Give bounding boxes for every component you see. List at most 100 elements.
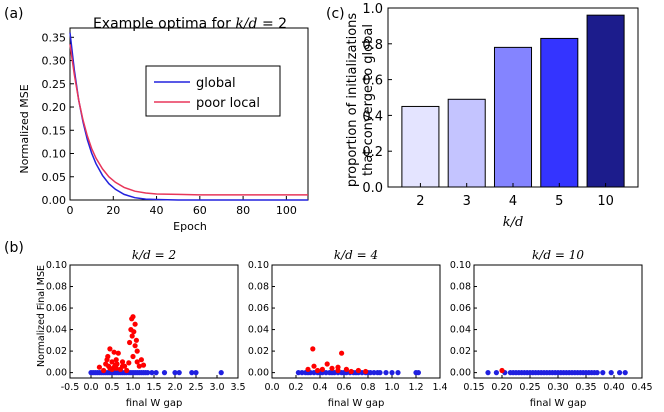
- chart-c-ylabel-line2: that converge to global: [361, 24, 376, 176]
- chart-b2-point: [305, 366, 311, 372]
- chart-b1-point: [161, 370, 168, 376]
- chart-b3-xtick-label: 0.30: [547, 382, 568, 393]
- chart-b1-ylabel: Normalized Final MSE: [36, 265, 47, 367]
- chart-b2-xtick-label: 1.0: [384, 382, 399, 393]
- chart-b3-ytick-label: 0.00: [450, 368, 471, 379]
- chart-b2-point: [323, 370, 329, 376]
- chart-c-xtick-label: 4: [509, 194, 517, 209]
- chart-b1-point: [130, 353, 136, 360]
- chart-b3-frame: [473, 264, 643, 379]
- panel-label-a: (a): [4, 6, 24, 22]
- chart-c-bar-10: [586, 14, 625, 188]
- chart-b2-ytick-label: 0.02: [248, 346, 269, 357]
- chart-a-ytick-label: 0.05: [42, 171, 67, 184]
- chart-b1-xtick-label: 3.5: [230, 382, 245, 393]
- chart-b1-xtick-label: 3.0: [209, 382, 224, 393]
- chart-b1-point: [140, 362, 147, 368]
- chart-b1-point: [138, 357, 144, 363]
- chart-b2-xtick-label: 0.6: [336, 382, 351, 393]
- chart-c-xtick-label: 2: [416, 194, 424, 209]
- chart-b2-title: k/d = 4: [334, 248, 378, 262]
- chart-b3-point: [600, 370, 606, 376]
- chart-c-xlabel: k/d: [503, 215, 524, 230]
- chart-b1-point: [130, 314, 136, 320]
- chart-b3-ytick-label: 0.04: [450, 325, 471, 336]
- chart-b1-point: [107, 365, 113, 371]
- chart-c-ytick-label: 0.8: [362, 38, 383, 53]
- chart-b1-point: [132, 343, 138, 349]
- chart-c-ytick-label: 0.2: [362, 145, 383, 160]
- chart-b1-point: [115, 350, 121, 356]
- chart-b1-frame: [69, 264, 239, 379]
- chart-b1-ytick-label: 0.00: [46, 368, 67, 379]
- chart-b2-point: [295, 370, 301, 376]
- chart-b3: k/d = 10 final W gap 0.15 0.20 0.25 0.30 0.35 0…: [450, 248, 653, 409]
- chart-c-ytick-label: 1.0: [362, 2, 383, 17]
- chart-c-bar-3: [447, 98, 486, 188]
- chart-b2-ytick-label: 0.00: [248, 368, 269, 379]
- chart-b3-xtick-label: 0.35: [575, 382, 596, 393]
- chart-a-xtick-label: 100: [276, 204, 297, 217]
- chart-a: Example optima for k/d = 2 Epoch Normali…: [18, 16, 309, 233]
- chart-b2-point: [415, 370, 421, 376]
- chart-b1-point: [136, 363, 142, 369]
- chart-b3-ytick-label: 0.02: [450, 346, 471, 357]
- chart-b2-xtick-label: 0.0: [264, 382, 279, 393]
- chart-a-xtick-label: 60: [193, 204, 207, 217]
- chart-b1-point: [96, 364, 102, 370]
- chart-b3-xtick-label: 0.15: [463, 382, 484, 393]
- chart-a-ytick-label: 0.20: [42, 101, 67, 114]
- chart-b3-xlabel: final W gap: [530, 398, 587, 409]
- chart-b1-point: [126, 360, 132, 366]
- chart-c: proportion of initializations that conve…: [345, 2, 639, 230]
- chart-b1-point: [134, 359, 140, 365]
- chart-a-legend-label-0: global: [196, 76, 236, 91]
- chart-b1-point: [109, 359, 115, 365]
- chart-b3-point: [594, 370, 600, 376]
- chart-b1-point: [101, 367, 107, 374]
- chart-a-ytick-label: 0.15: [42, 124, 67, 137]
- chart-b2-xtick-label: 0.4: [312, 382, 327, 393]
- chart-b3-point: [499, 367, 505, 374]
- chart-b1-xtick-label: 2.5: [188, 382, 203, 393]
- chart-b3-xtick-label: 0.20: [491, 382, 512, 393]
- chart-b1-point: [107, 346, 113, 352]
- chart-b2-point: [389, 370, 395, 376]
- chart-c-bar-2: [401, 105, 440, 188]
- chart-b1-xtick-label: 1.5: [146, 382, 161, 393]
- chart-a-ytick-label: 0.35: [42, 31, 67, 44]
- chart-b3-ytick-label: 0.06: [450, 303, 471, 314]
- chart-a-legend: [145, 65, 281, 117]
- chart-a-ytick-label: 0.00: [42, 194, 67, 207]
- chart-a-xtick-label: 20: [106, 204, 120, 217]
- chart-b3-xtick-label: 0.45: [631, 382, 652, 393]
- chart-b2-point: [363, 368, 369, 375]
- chart-b1-point: [122, 363, 128, 369]
- chart-b1-point: [127, 339, 133, 346]
- chart-b2-frame: [271, 264, 441, 379]
- chart-c-ytick-label: 0.0: [362, 181, 383, 196]
- chart-b2-point: [367, 370, 373, 376]
- chart-b3-point: [485, 370, 491, 376]
- chart-b1-ytick-label: 0.02: [46, 346, 67, 357]
- chart-b2-xtick-label: 0.8: [360, 382, 375, 393]
- chart-b2-ytick-label: 0.10: [248, 260, 269, 271]
- chart-b2-point: [329, 365, 335, 371]
- chart-a-title: Example optima for k/d = 2: [93, 16, 287, 32]
- chart-b3-point: [608, 370, 614, 376]
- chart-c-xtick-label: 3: [463, 194, 471, 209]
- chart-a-ylabel: Normalized MSE: [18, 84, 31, 173]
- chart-b1-point: [133, 337, 139, 343]
- panel-label-b: (b): [4, 240, 24, 256]
- chart-a-ytick-label: 0.10: [42, 148, 67, 161]
- chart-b1-point: [124, 367, 130, 374]
- chart-b2-xtick-label: 0.2: [288, 382, 303, 393]
- chart-b1-ytick-label: 0.08: [46, 282, 67, 293]
- chart-b2-xlabel: final W gap: [328, 398, 385, 409]
- chart-b2-point: [315, 367, 321, 374]
- chart-b1-ytick-label: 0.10: [46, 260, 67, 271]
- chart-b3-point: [493, 370, 499, 376]
- chart-b1-title: k/d = 2: [132, 248, 176, 262]
- chart-b2: k/d = 4 final W gap 0.0 0.2 0.4 0.6 0.8 1.0 1.2 1…: [248, 248, 448, 409]
- chart-b1: Normalized Final MSE k/d = 2 final W gap -…: [36, 248, 246, 409]
